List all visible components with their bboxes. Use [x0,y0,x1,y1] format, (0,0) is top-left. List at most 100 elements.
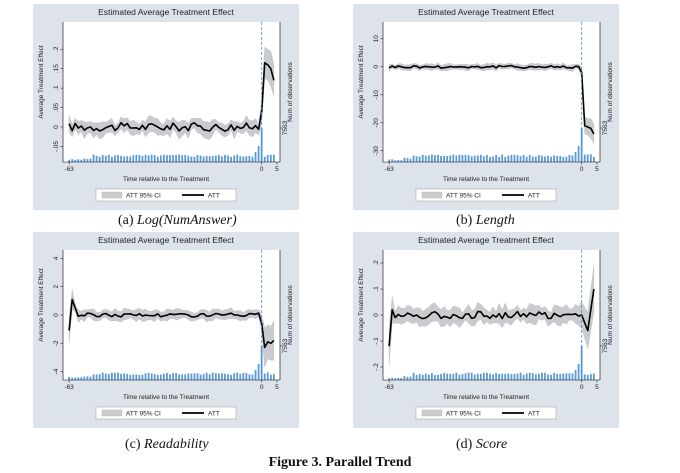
observation-bar [446,373,449,380]
observation-bar [120,373,122,380]
caption-c: (c) Readability [125,437,209,453]
observation-bar [492,374,494,380]
observation-bar [193,156,196,162]
observation-bar [470,372,473,380]
y-tick-label: 0 [373,313,380,317]
y-axis-label: Average Treatment Effect [38,45,45,119]
observation-bar [227,155,229,162]
x-tick-label: 5 [275,166,279,173]
observation-bar [77,377,80,380]
observation-bar [224,154,226,162]
observation-bar [147,155,150,162]
observation-bar [211,372,214,380]
observation-bar [452,154,455,162]
observation-bar [501,154,504,162]
x-axis-label: Time relative to the Treatment [443,176,529,183]
observation-bar [101,155,104,162]
chart-length: Estimated Average Treatment Effect -30 -20… [358,7,614,202]
x-tick-label: 0 [260,166,264,173]
observation-bar [476,373,479,380]
y-tick-label: .1 [373,286,380,292]
observation-bar [74,377,77,380]
observation-bar [519,372,522,380]
observation-bar [181,155,184,162]
observation-bar [172,373,174,380]
x-axis-label: Time relative to the Treatment [123,394,209,401]
observation-bar [464,154,467,162]
observation-bar [272,374,275,380]
x-tick-label: -63 [384,166,394,173]
observation-bar [117,372,119,380]
observation-bar [431,154,433,162]
observation-bar [473,155,476,162]
caption-d-name: Score [475,437,508,452]
legend: ATT 95% CI ATT [95,406,237,420]
legend-ci-swatch [101,191,123,199]
panel-title: Estimated Average Treatment Effect [418,235,554,245]
observation-bar [80,159,83,162]
observation-bar [120,155,122,162]
x-tick-label: 5 [275,384,279,391]
observation-bar [193,373,196,380]
observation-bar [104,373,107,380]
observation-bar [553,372,556,380]
observation-bar [156,156,159,162]
att-line [68,62,275,132]
y-tick-label: -2 [53,340,60,346]
observation-bar [531,156,534,162]
observation-bar [437,374,439,380]
observation-bar [269,374,272,380]
observation-bar [101,372,104,380]
att-line [388,64,595,135]
observation-bar [397,378,400,380]
y-tick-label: 0 [53,125,60,129]
observation-bar [556,155,559,162]
observation-bar [434,374,436,380]
y-tick-label: -4 [53,368,60,374]
observation-bar [525,156,528,162]
y2-tick-label: 7563 [602,120,609,135]
observation-bar [589,154,592,162]
x-tick-label: 0 [580,166,584,173]
observation-bar [409,376,412,380]
figure-caption: Figure 3. Parallel Trend [268,455,412,470]
y-tick-label: .15 [53,64,60,73]
observation-bar [245,156,248,162]
observation-bar [205,372,208,380]
observation-bar [74,159,77,162]
observation-bar [123,373,126,380]
observation-bar [144,373,147,380]
observation-bar [424,155,427,162]
observation-bar [583,154,586,162]
observation-bar [144,154,147,162]
observation-bar [574,152,577,162]
observation-bar [269,154,272,162]
observation-bar [98,156,101,162]
observation-bar [449,155,452,162]
observation-bar [534,374,537,380]
observation-bar [245,372,248,380]
observation-bar [184,374,187,380]
observation-bar [230,374,232,380]
observation-bar [541,155,543,162]
observation-bar [437,154,439,162]
y-tick-label: .2 [53,46,60,52]
observation-bar [199,374,202,380]
caption-b-prefix: (b) [456,213,476,228]
observation-bar [272,154,275,162]
observation-bar [114,372,116,380]
x-tick-label: 0 [580,384,584,391]
observation-bar [80,377,83,380]
observation-bar [107,373,110,380]
observation-bar [233,373,236,380]
caption-d: (d) Score [456,437,507,453]
legend-ci-swatch [101,409,123,417]
y-tick-label: -.2 [373,363,380,371]
observation-bar [184,154,187,162]
observation-bar [415,374,418,380]
observation-bar [562,373,565,380]
observation-bar [482,156,485,162]
observation-bar [537,373,540,380]
observation-bar [470,156,473,162]
caption-a-prefix: (a) [118,213,138,228]
